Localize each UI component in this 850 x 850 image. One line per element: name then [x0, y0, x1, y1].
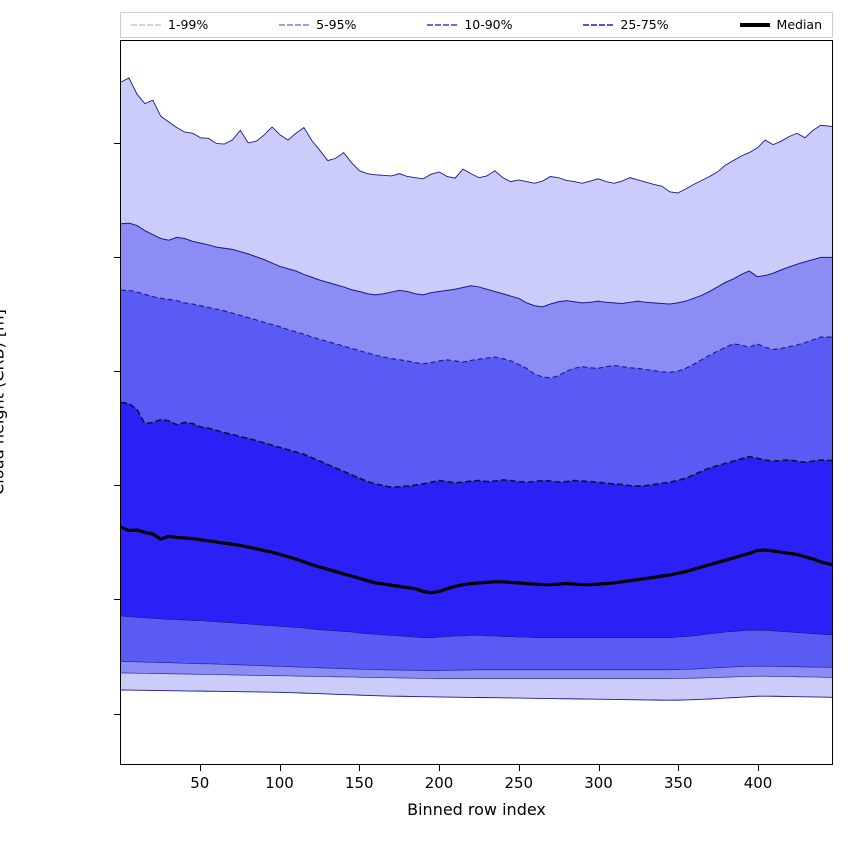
legend-label-median: Median [776, 16, 822, 32]
x-tick-label-150: 150 [344, 774, 374, 792]
legend-entry-25-75[interactable]: 25-75% [583, 16, 669, 32]
band-edge-p1 [121, 689, 832, 701]
legend-label-10-90: 10-90% [464, 16, 513, 32]
band-edge-p25 [121, 615, 832, 638]
x-tick-mark-200 [439, 765, 441, 771]
legend-entry-5-95[interactable]: 5-95% [279, 16, 357, 32]
band-edge-p99 [121, 77, 832, 194]
x-tick-mark-150 [359, 765, 361, 771]
x-tick-mark-300 [598, 765, 600, 771]
percentile-band-chart [121, 77, 832, 701]
x-tick-label-200: 200 [424, 774, 454, 792]
legend-entry-median[interactable]: Median [739, 16, 822, 32]
band-25-75 [121, 402, 832, 638]
x-axis-label: Binned row index [407, 800, 546, 819]
legend-swatch-25-75-icon [583, 24, 614, 26]
y-tick-mark-4000 [114, 485, 120, 487]
plot-area [120, 40, 833, 765]
x-tick-mark-100 [279, 765, 281, 771]
y-tick-mark-2000 [114, 599, 120, 601]
band-edge-p5 [121, 672, 832, 679]
x-tick-mark-350 [678, 765, 680, 771]
legend-swatch-10-90-icon [427, 24, 458, 26]
x-tick-mark-250 [518, 765, 520, 771]
band-edge-p75 [121, 401, 832, 489]
x-tick-label-100: 100 [265, 774, 294, 792]
band-edge-p90 [121, 289, 832, 379]
legend-entry-1-99[interactable]: 1-99% [131, 16, 209, 32]
legend-label-1-99: 1-99% [168, 16, 209, 32]
x-tick-label-50: 50 [190, 774, 210, 792]
y-tick-mark-10000 [114, 142, 120, 144]
legend-swatch-median-icon [739, 23, 770, 27]
legend-label-5-95: 5-95% [316, 16, 357, 32]
y-axis-label: Cloud height (CRB) [m] [0, 309, 8, 495]
y-tick-mark-8000 [114, 256, 120, 258]
y-tick-mark-0 [114, 713, 120, 715]
band-edge-p95 [121, 222, 832, 308]
legend-label-25-75: 25-75% [620, 16, 669, 32]
legend-entry-10-90[interactable]: 10-90% [427, 16, 513, 32]
x-tick-label-250: 250 [504, 774, 534, 792]
x-tick-label-300: 300 [584, 774, 613, 792]
median-line [121, 525, 832, 595]
x-tick-label-400: 400 [743, 774, 773, 792]
chart-legend: 1-99% 5-95% 10-90% 25-75% Median [120, 12, 833, 38]
legend-swatch-5-95-icon [279, 24, 310, 26]
band-edge-p10 [121, 661, 832, 671]
x-tick-label-350: 350 [663, 774, 693, 792]
x-tick-mark-50 [199, 765, 201, 771]
legend-swatch-1-99-icon [131, 24, 161, 26]
y-tick-mark-6000 [114, 371, 120, 373]
x-tick-mark-400 [758, 765, 760, 771]
